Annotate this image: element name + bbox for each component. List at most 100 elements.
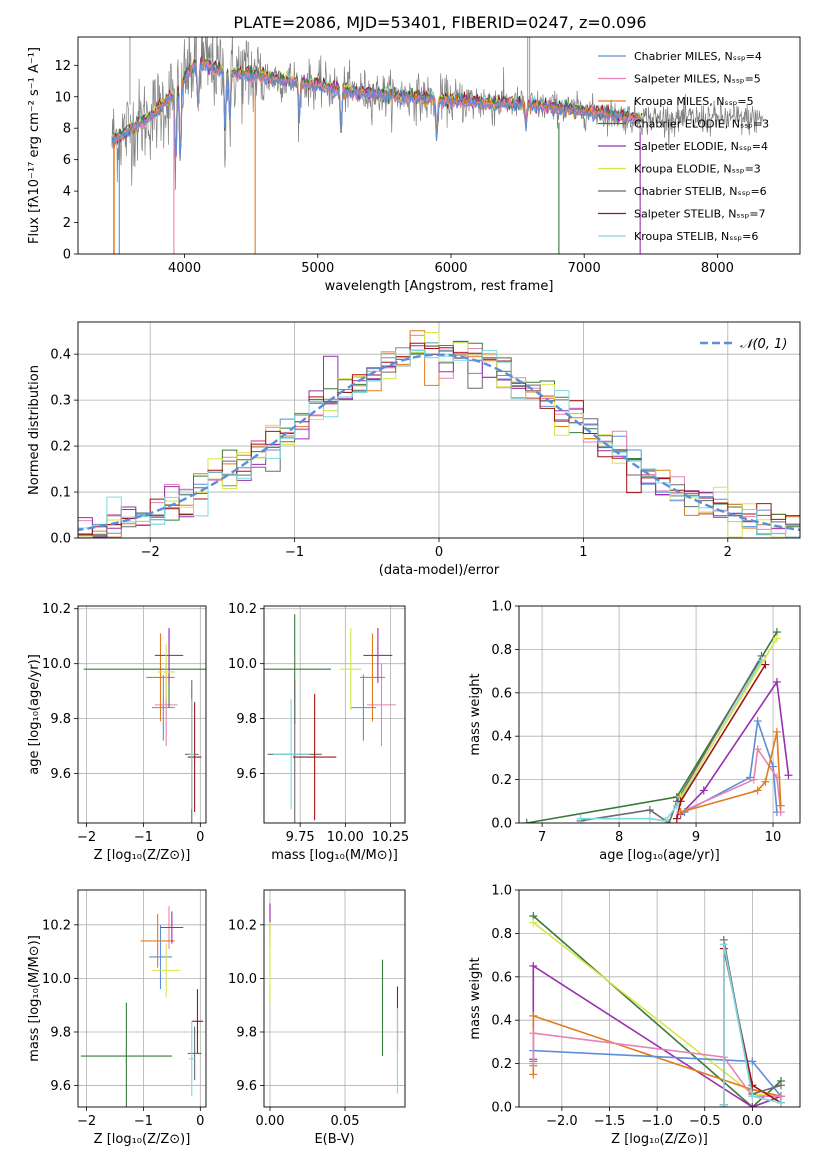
y-tick-label: 0.3 xyxy=(50,394,71,409)
axes-frame xyxy=(77,889,207,1108)
x-tick-label: 7000 xyxy=(568,261,601,276)
x-axis-label: mass [log₁₀(M/M⊙)] xyxy=(271,848,398,863)
x-axis-label: Z [log₁₀(Z/Z⊙)] xyxy=(94,848,191,863)
y-tick-label: 1.0 xyxy=(491,884,512,899)
plot-area xyxy=(78,322,800,538)
x-tick-label: −1 xyxy=(285,545,304,560)
x-tick-label: 1 xyxy=(579,545,587,560)
legend-label: Kroupa ELODIE, Nₛₛₚ=3 xyxy=(634,163,761,176)
y-tick-label: 0.0 xyxy=(491,817,512,832)
y-tick-label: 10.0 xyxy=(42,972,71,987)
x-tick-label: −1.5 xyxy=(594,1114,626,1129)
x-tick-label: −1 xyxy=(134,830,153,845)
x-tick-label: 9 xyxy=(692,830,700,845)
legend-label: Salpeter ELODIE, Nₛₛₚ=4 xyxy=(634,140,768,153)
y-tick-label: 9.6 xyxy=(50,767,71,782)
age-vs-mass-panel: 9.75 10.00 10.25 9.6 9.8 10.0 10.2 mass [log₁₀(… xyxy=(228,602,409,863)
y-axis-label: mass weight xyxy=(468,673,483,755)
axes-frame xyxy=(263,889,406,1108)
x-tick-label: −2 xyxy=(77,830,96,845)
x-tick-label: −2 xyxy=(141,545,160,560)
legend-label: Kroupa STELIB, Nₛₛₚ=6 xyxy=(634,230,758,243)
x-tick-label: 0 xyxy=(196,830,204,845)
axes-frame xyxy=(77,605,207,824)
x-axis-label: Z [log₁₀(Z/Z⊙)] xyxy=(94,1132,191,1147)
x-axis-label: E(B-V) xyxy=(314,1132,354,1147)
y-tick-label: 8 xyxy=(63,122,71,137)
x-tick-label: 0.00 xyxy=(256,1114,285,1129)
y-tick-label: 9.6 xyxy=(50,1079,71,1094)
x-tick-label: 2 xyxy=(724,545,732,560)
legend-label: Chabrier ELODIE, Nₛₛₚ=3 xyxy=(634,118,769,131)
weight-vs-z-panel: −2.0 −1.5 −1.0 −0.5 0.0 0.0 0.2 0.4 0.6 0.8 1.0 Z [… xyxy=(468,884,801,1147)
x-tick-label: −2 xyxy=(77,1114,96,1129)
legend-label: Chabrier STELIB, Nₛₛₚ=6 xyxy=(634,185,767,198)
y-tick-label: 10.0 xyxy=(228,657,257,672)
x-tick-label: 8 xyxy=(615,830,623,845)
figure-title: PLATE=2086, MJD=53401, FIBERID=0247, z=0… xyxy=(233,13,646,32)
residual-histogram xyxy=(78,345,800,537)
age-vs-z-panel: −2 −1 0 9.6 9.8 10.0 10.2 Z [log₁₀(Z/Z⊙)] age [l… xyxy=(27,602,207,863)
model-spectrum xyxy=(111,62,643,161)
spectrum-panel: 4000 5000 6000 7000 8000 0 2 4 6 8 10 12 wavelength … xyxy=(27,36,801,294)
x-tick-label: 7 xyxy=(538,830,546,845)
y-tick-label: 6 xyxy=(63,153,71,168)
x-tick-label: 10 xyxy=(765,830,782,845)
axes-frame xyxy=(263,605,406,824)
x-axis-label: (data-model)/error xyxy=(379,563,500,578)
y-tick-label: 10.2 xyxy=(42,602,71,617)
x-tick-label: 0.05 xyxy=(331,1114,360,1129)
y-tick-label: 0.4 xyxy=(491,730,512,745)
y-tick-label: 0.4 xyxy=(491,1014,512,1029)
y-tick-label: 9.6 xyxy=(236,767,257,782)
y-tick-label: 10.0 xyxy=(42,657,71,672)
axes-frame xyxy=(77,321,801,539)
plot-area xyxy=(264,890,405,1107)
y-tick-label: 1.0 xyxy=(491,600,512,615)
y-axis-label: age [log₁₀(age/yr)] xyxy=(27,654,42,775)
x-tick-label: 8000 xyxy=(701,261,734,276)
x-tick-label: −1.0 xyxy=(641,1114,673,1129)
y-tick-label: 2 xyxy=(63,216,71,231)
y-tick-label: 0.0 xyxy=(491,1101,512,1116)
y-tick-label: 10.2 xyxy=(228,602,257,617)
y-tick-label: 0.2 xyxy=(491,773,512,788)
y-tick-label: 10 xyxy=(54,90,71,105)
y-tick-label: 9.8 xyxy=(236,1025,257,1040)
mass-vs-ebv-panel: 0.00 0.05 9.6 9.8 10.0 10.2 E(B-V) xyxy=(228,889,406,1147)
axes-frame xyxy=(518,605,801,824)
plot-area xyxy=(519,606,800,823)
x-tick-label: 10.25 xyxy=(372,830,409,845)
weight-series xyxy=(680,638,778,798)
plot-area xyxy=(264,606,405,823)
x-axis-label: age [log₁₀(age/yr)] xyxy=(599,848,720,863)
x-tick-label: −1 xyxy=(134,1114,153,1129)
x-tick-label: 0 xyxy=(196,1114,204,1129)
residual-histogram xyxy=(78,349,800,538)
y-tick-label: 0.2 xyxy=(50,440,71,455)
normal-curve xyxy=(78,353,800,532)
y-tick-label: 10.0 xyxy=(228,972,257,987)
x-axis-label: Z [log₁₀(Z/Z⊙)] xyxy=(611,1132,708,1147)
plot-area xyxy=(519,890,800,1107)
x-tick-label: 4000 xyxy=(168,261,201,276)
legend-label: Chabrier MILES, Nₛₛₚ=4 xyxy=(634,50,762,63)
y-axis-label: Flux [fλ10⁻¹⁷ erg cm⁻² s⁻¹ A⁻¹] xyxy=(27,47,42,244)
x-tick-label: 9.75 xyxy=(286,830,315,845)
y-tick-label: 0.6 xyxy=(491,686,512,701)
y-tick-label: 0.1 xyxy=(50,486,71,501)
y-tick-label: 9.8 xyxy=(50,1025,71,1040)
legend-label: 𝒩(0, 1) xyxy=(740,337,787,352)
x-tick-label: 5000 xyxy=(301,261,334,276)
legend-label: Salpeter MILES, Nₛₛₚ=5 xyxy=(634,73,761,86)
x-tick-label: 10.00 xyxy=(327,830,364,845)
y-tick-label: 0 xyxy=(63,248,71,263)
y-tick-label: 0.2 xyxy=(491,1057,512,1072)
y-tick-label: 0.0 xyxy=(50,532,71,547)
x-tick-label: 0 xyxy=(435,545,443,560)
x-tick-label: 0.0 xyxy=(742,1114,763,1129)
x-tick-label: 6000 xyxy=(434,261,467,276)
weight-vs-age-panel: 7 8 9 10 0.0 0.2 0.4 0.6 0.8 1.0 age [log₁₀(age/yr… xyxy=(468,600,801,863)
axes-frame xyxy=(77,36,801,255)
